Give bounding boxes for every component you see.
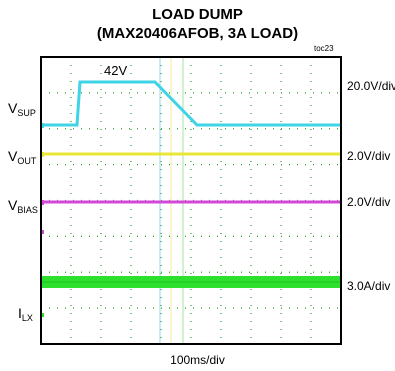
vsup-scale: 20.0V/div [347, 79, 395, 93]
vsup-label: VSUP [8, 100, 36, 118]
time-division-label: 100ms/div [170, 353, 225, 367]
ilx-label: ILX [18, 305, 33, 323]
figure-id: toc23 [314, 44, 334, 53]
chart-title-line1: LOAD DUMP [152, 6, 243, 23]
plot-frame [40, 56, 342, 345]
vout-scale: 2.0V/div [347, 149, 391, 163]
vout-label: VOUT [8, 148, 37, 166]
vbias-scale: 2.0V/div [347, 195, 391, 209]
vsup-trace [41, 80, 341, 127]
vbias-label: VBIAS [8, 197, 38, 215]
peak-voltage-annotation: 42V [104, 63, 128, 78]
chart-title-line2: (MAX20406AFOB, 3A LOAD) [96, 25, 299, 42]
ilx-scale: 3.0A/div [347, 279, 391, 293]
